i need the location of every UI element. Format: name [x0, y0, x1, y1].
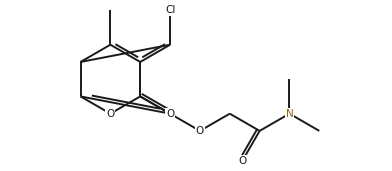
Text: O: O [196, 126, 204, 136]
Text: Cl: Cl [165, 5, 175, 15]
Text: O: O [166, 109, 174, 119]
Text: O: O [238, 156, 247, 166]
Text: N: N [286, 109, 293, 119]
Text: O: O [106, 109, 114, 119]
